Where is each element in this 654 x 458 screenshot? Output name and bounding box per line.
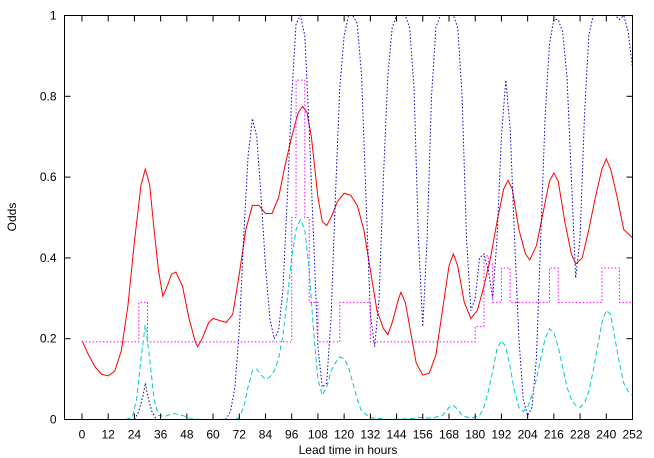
y-tick-label: 0.2 xyxy=(40,332,57,346)
x-tick-label: 24 xyxy=(128,428,142,442)
x-tick-label: 48 xyxy=(180,428,194,442)
y-tick-label: 0.4 xyxy=(40,251,57,265)
tick-layer: 0 12 24 36 48 60 72 84 96 108 120 132 144 156 168 180 19… xyxy=(40,9,643,442)
x-tick-label: 204 xyxy=(518,428,538,442)
y-axis-label: Odds xyxy=(5,203,19,232)
series-line-1 xyxy=(81,105,633,377)
x-tick-label: 228 xyxy=(570,428,590,442)
x-tick-label: 144 xyxy=(387,428,407,442)
series-line-4 xyxy=(125,218,633,421)
x-tick-label: 252 xyxy=(622,428,642,442)
series-line-3 xyxy=(81,79,633,343)
x-tick-label: 192 xyxy=(491,428,511,442)
x-tick-label: 156 xyxy=(413,428,433,442)
plot-frame xyxy=(64,15,633,420)
y-tick-label: 0.6 xyxy=(40,170,57,184)
y-tick-label: 0 xyxy=(50,413,57,427)
x-tick-label: 180 xyxy=(465,428,485,442)
x-tick-label: 108 xyxy=(308,428,328,442)
y-tick-label: 1 xyxy=(50,9,57,23)
x-tick-label: 12 xyxy=(102,428,116,442)
series-line-5 xyxy=(133,383,157,420)
x-tick-label: 72 xyxy=(233,428,247,442)
x-tick-label: 132 xyxy=(360,428,380,442)
x-tick-label: 36 xyxy=(154,428,168,442)
series-layer xyxy=(81,14,633,421)
x-tick-label: 168 xyxy=(439,428,459,442)
x-tick-label: 216 xyxy=(544,428,564,442)
y-tick-label: 0.8 xyxy=(40,89,57,103)
x-tick-label: 240 xyxy=(596,428,616,442)
x-tick-label: 60 xyxy=(206,428,220,442)
x-tick-label: 120 xyxy=(334,428,354,442)
x-axis-label: Lead time in hours xyxy=(299,443,398,457)
x-tick-label: 84 xyxy=(259,428,273,442)
series-line-2 xyxy=(221,14,633,420)
x-tick-label: 96 xyxy=(285,428,299,442)
x-tick-label: 0 xyxy=(79,428,86,442)
